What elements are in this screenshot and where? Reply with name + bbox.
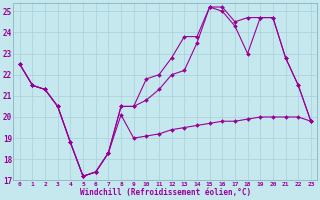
- X-axis label: Windchill (Refroidissement éolien,°C): Windchill (Refroidissement éolien,°C): [80, 188, 251, 197]
